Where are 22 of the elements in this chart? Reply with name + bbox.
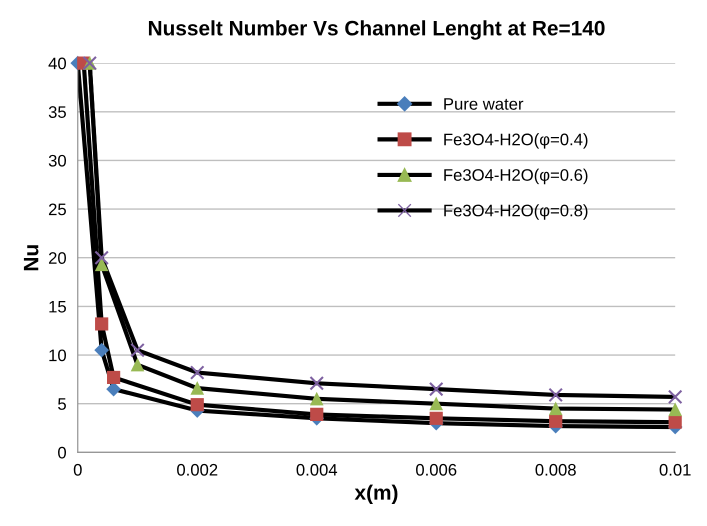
legend-label: Fe3O4-H2O(φ=0.6) <box>444 168 588 184</box>
y-tick-label: 20 <box>48 252 66 264</box>
legend-label: Fe3O4-H2O(φ=0.8) <box>444 204 588 220</box>
x-tick-label: 0.01 <box>660 464 691 476</box>
y-tick-label: 25 <box>48 203 66 216</box>
y-tick-label: 5 <box>58 398 66 410</box>
x-axis-title: x(m) <box>354 484 398 504</box>
legend-label: Fe3O4-H2O(φ=0.4) <box>444 133 588 149</box>
x-tick-label: 0.004 <box>296 464 338 476</box>
chart-title: Nusselt Number Vs Channel Lenght at Re=140 <box>148 20 605 40</box>
y-axis-title: Nu <box>24 245 38 270</box>
y-tick-label: 35 <box>48 106 66 118</box>
x-tick-label: 0.002 <box>177 464 218 476</box>
x-tick-label: 0.006 <box>416 464 456 476</box>
x-tick-label: 0 <box>74 464 82 476</box>
y-tick-label: 0 <box>58 446 66 459</box>
x-tick-label: 0.008 <box>536 464 576 476</box>
legend-label: Pure water <box>444 98 524 110</box>
y-tick-label: 30 <box>48 154 66 167</box>
y-tick-label: 15 <box>49 300 66 313</box>
y-tick-label: 40 <box>48 58 66 70</box>
y-tick-label: 10 <box>49 349 66 362</box>
